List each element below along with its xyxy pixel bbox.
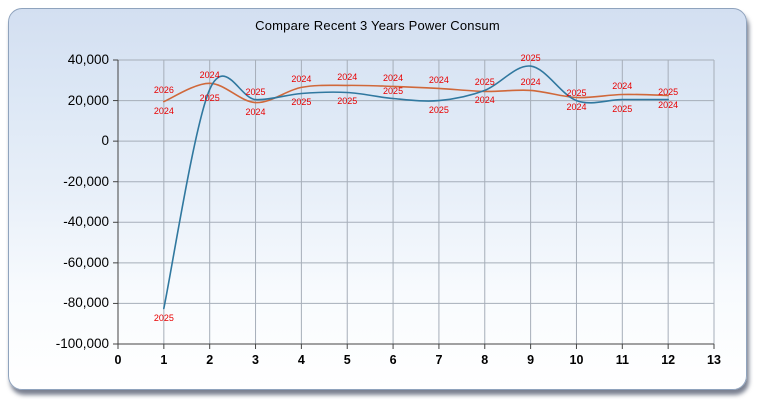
point-label-2025: 2025 <box>612 103 633 114</box>
point-label-2024: 2024 <box>291 74 312 85</box>
x-tick-label: 0 <box>114 353 122 367</box>
plot-area: 2024 2024 2024 2024 2024 2024 2024 2024 2024 2024… <box>113 53 715 349</box>
y-tick-label: -80,000 <box>63 295 109 311</box>
chart-title: Compare Recent 3 Years Power Consum <box>255 18 500 33</box>
y-tick-label: -60,000 <box>63 254 109 270</box>
point-label-2025: 2025 <box>474 77 495 88</box>
x-tick-label: 8 <box>481 353 489 367</box>
point-label-2024: 2024 <box>383 73 404 84</box>
line-chart <box>113 59 715 349</box>
x-tick-label: 4 <box>297 353 305 367</box>
series-line-2025 <box>163 65 669 310</box>
x-tick-label: 6 <box>389 353 397 367</box>
point-label-2025: 2025 <box>566 87 587 98</box>
point-label-2024: 2024 <box>474 95 495 106</box>
point-label-2024: 2024 <box>153 105 174 116</box>
x-tick-label: 2 <box>206 353 214 367</box>
point-label-2025: 2025 <box>428 104 449 115</box>
x-tick-label: 10 <box>569 353 584 367</box>
point-label-2025: 2025 <box>153 312 174 323</box>
y-tick-label: -40,000 <box>63 214 109 230</box>
point-label-2025: 2025 <box>383 85 404 96</box>
series-line-2024 <box>163 82 669 104</box>
point-label-2024: 2024 <box>428 75 449 86</box>
point-label-2025: 2025 <box>245 86 266 97</box>
y-tick-label: 20,000 <box>67 92 109 108</box>
point-label-2025: 2025 <box>520 53 541 64</box>
y-tick-label: 0 <box>101 133 109 149</box>
chart-panel: Compare Recent 3 Years Power Consum 2024… <box>8 8 747 390</box>
point-label-2024: 2024 <box>658 99 679 110</box>
x-tick-label: 1 <box>160 353 168 367</box>
point-label-2024: 2024 <box>566 101 587 112</box>
point-label-2024: 2024 <box>245 106 266 117</box>
y-tick-label: -100,000 <box>55 336 109 351</box>
point-label-2025: 2025 <box>337 96 358 107</box>
point-label-2024: 2024 <box>199 70 220 81</box>
y-tick-label: 40,000 <box>67 52 109 67</box>
point-label-2026: 2026 <box>153 84 174 95</box>
x-tick-label: 12 <box>661 353 676 367</box>
x-tick-label: 5 <box>343 353 351 367</box>
x-tick-label: 7 <box>435 353 443 367</box>
point-label-2025: 2025 <box>658 86 679 97</box>
x-tick-label: 11 <box>615 353 629 367</box>
point-label-2024: 2024 <box>337 72 358 83</box>
point-label-2024: 2024 <box>520 77 541 88</box>
y-tick-label: -20,000 <box>63 173 109 189</box>
point-label-2024: 2024 <box>612 81 633 92</box>
point-label-2025: 2025 <box>199 93 220 104</box>
x-tick-label: 9 <box>527 353 535 367</box>
point-label-2025: 2025 <box>291 97 312 108</box>
x-tick-label: 3 <box>252 353 259 367</box>
x-tick-label: 13 <box>707 353 721 367</box>
